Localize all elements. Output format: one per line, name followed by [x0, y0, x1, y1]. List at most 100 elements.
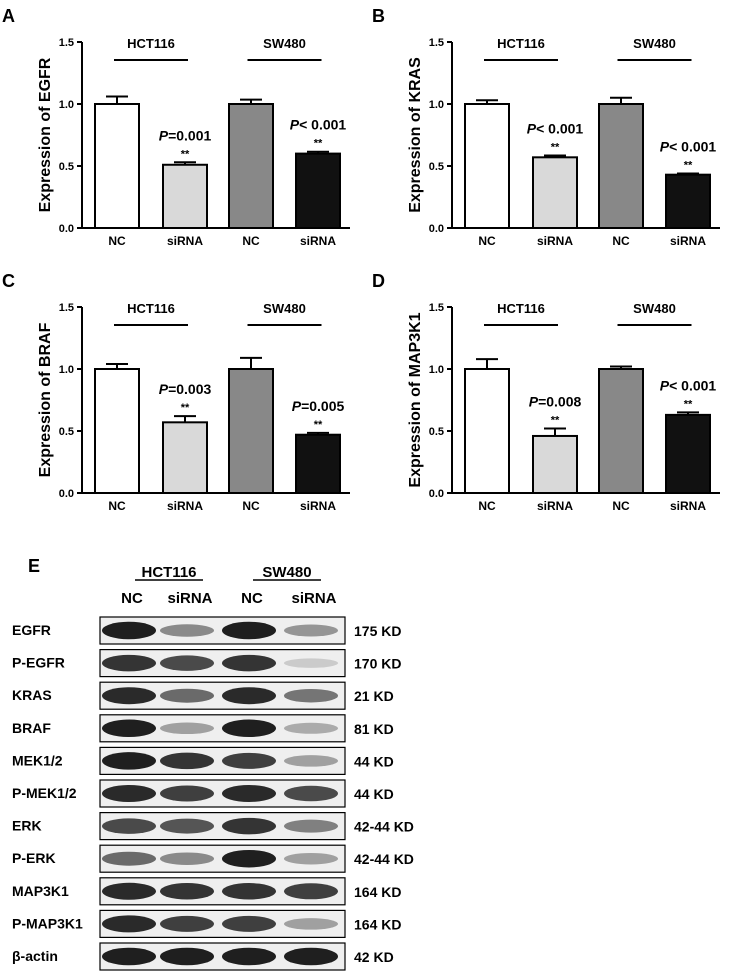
blot-band — [160, 624, 214, 637]
chart-panel-c: C Expression of BRAF 0.0 0.5 1.0 1.5 NC siRNA NC… — [2, 271, 350, 513]
p-value: < 0.001 — [536, 120, 583, 136]
blot-band — [160, 722, 214, 735]
y-tick-label: 1.0 — [59, 364, 74, 376]
y-tick-label: 1.5 — [429, 37, 444, 49]
y-tick-label: 0.0 — [429, 488, 444, 500]
blot-band — [284, 688, 338, 703]
significance-stars: ** — [684, 398, 693, 410]
blot-band — [284, 819, 338, 833]
blot-band — [160, 785, 214, 802]
blot-band — [102, 882, 156, 900]
blot-band — [160, 852, 214, 865]
y-axis-label: Expression of KRAS — [407, 57, 424, 213]
p-value: =0.001 — [168, 127, 211, 143]
molecular-weight-label: 81 KD — [354, 721, 394, 737]
molecular-weight-label: 42-44 KD — [354, 819, 414, 835]
blot-band — [102, 687, 156, 705]
p-value-label: P< 0.001 — [527, 120, 584, 136]
panel-label: A — [2, 6, 15, 26]
blot-band — [102, 818, 156, 834]
protein-label: P-EGFR — [12, 655, 65, 671]
molecular-weight-label: 164 KD — [354, 884, 401, 900]
protein-label: β-actin — [12, 948, 58, 964]
significance-stars: ** — [551, 141, 560, 153]
blot-band — [284, 658, 338, 668]
bar — [665, 173, 711, 229]
y-tick-label: 0.0 — [59, 488, 74, 500]
x-tick-label: NC — [478, 234, 496, 248]
bar — [94, 368, 140, 494]
p-symbol: P — [660, 138, 670, 154]
significance-stars: ** — [314, 419, 323, 431]
lane-label: NC — [241, 590, 263, 607]
x-tick-label: siRNA — [167, 234, 203, 248]
chart-panel-d: D Expression of MAP3K1 0.0 0.5 1.0 1.5 NC siRNA… — [372, 271, 720, 513]
blot-band — [222, 883, 276, 900]
chart-panel-b: B Expression of KRAS 0.0 0.5 1.0 1.5 NC siRNA NC… — [372, 6, 720, 248]
p-symbol: P — [159, 381, 169, 397]
y-tick-label: 1.0 — [429, 364, 444, 376]
protein-label: MEK1/2 — [12, 752, 63, 768]
blot-group-label: SW480 — [262, 564, 311, 581]
molecular-weight-label: 44 KD — [354, 786, 394, 802]
y-tick-label: 1.5 — [59, 37, 74, 49]
lane-label: siRNA — [167, 590, 212, 607]
blot-band — [160, 883, 214, 900]
blot-band — [222, 915, 276, 932]
p-symbol: P — [529, 394, 539, 410]
blot-band — [222, 849, 276, 868]
p-symbol: P — [660, 377, 670, 393]
lane-label: siRNA — [291, 590, 336, 607]
x-tick-label: siRNA — [670, 234, 706, 248]
molecular-weight-label: 175 KD — [354, 623, 401, 639]
p-value-label: P=0.005 — [292, 398, 345, 414]
y-tick-label: 0.0 — [59, 223, 74, 235]
x-tick-label: NC — [242, 499, 260, 513]
blot-band — [222, 719, 276, 738]
p-symbol: P — [159, 127, 169, 143]
y-tick-label: 0.5 — [59, 426, 74, 438]
blot-band — [160, 688, 214, 703]
blot-group-label: HCT116 — [141, 564, 196, 581]
significance-stars: ** — [684, 159, 693, 171]
significance-stars: ** — [551, 415, 560, 427]
y-axis-label: Expression of EGFR — [37, 57, 54, 212]
p-symbol: P — [527, 120, 537, 136]
x-tick-label: NC — [108, 234, 126, 248]
x-tick-label: siRNA — [537, 499, 573, 513]
p-value-label: P=0.001 — [159, 127, 212, 143]
bar — [665, 413, 711, 495]
p-value: =0.003 — [168, 381, 211, 397]
y-tick-label: 1.5 — [429, 302, 444, 314]
blot-band — [284, 755, 338, 767]
protein-label: KRAS — [12, 687, 52, 703]
protein-label: MAP3K1 — [12, 883, 69, 899]
panel-label: E — [28, 556, 40, 576]
p-value-label: P< 0.001 — [290, 117, 347, 133]
bar — [295, 433, 341, 494]
x-tick-label: siRNA — [670, 499, 706, 513]
significance-stars: ** — [181, 402, 190, 414]
blot-band — [102, 752, 156, 770]
x-tick-label: NC — [612, 234, 630, 248]
p-value: =0.008 — [538, 394, 581, 410]
y-tick-label: 1.0 — [429, 99, 444, 111]
blot-band — [222, 687, 276, 705]
chart-panel-a: A Expression of EGFR 0.0 0.5 1.0 1.5 NC siRNA NC… — [2, 6, 350, 248]
y-tick-label: 1.5 — [59, 302, 74, 314]
group-label: SW480 — [633, 36, 676, 51]
blot-band — [284, 852, 338, 865]
blot-band — [160, 915, 214, 932]
blot-band — [284, 883, 338, 900]
protein-label: P-MAP3K1 — [12, 915, 83, 931]
blot-band — [102, 785, 156, 802]
y-tick-label: 0.0 — [429, 223, 444, 235]
blot-band — [284, 624, 338, 637]
p-value: < 0.001 — [299, 117, 346, 133]
blot-band — [284, 722, 338, 734]
molecular-weight-label: 42-44 KD — [354, 851, 414, 867]
bar — [94, 103, 140, 229]
bar — [295, 152, 341, 230]
significance-stars: ** — [181, 148, 190, 160]
